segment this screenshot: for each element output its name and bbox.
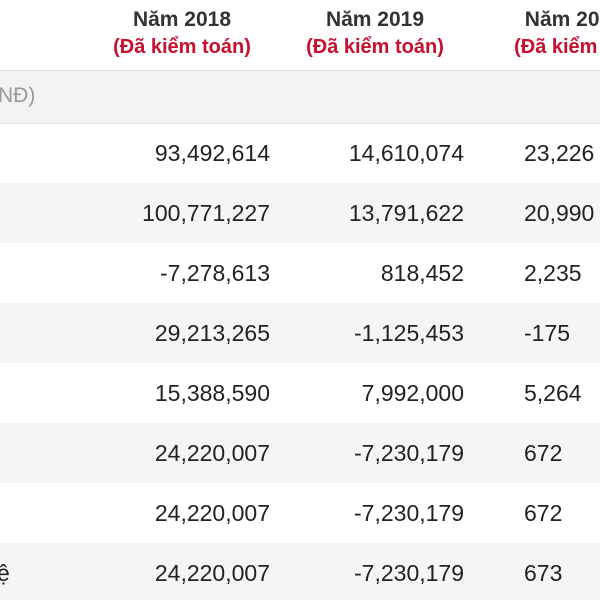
value-2018: 15,388,590 xyxy=(154,380,270,406)
column-audit-status: (Đã kiểm to xyxy=(514,36,600,58)
value-2018: -7,278,613 xyxy=(160,260,270,286)
value-2020: -175 xyxy=(524,320,571,346)
value-2018: 24,220,007 xyxy=(154,440,270,466)
table-row: 15,388,590 7,992,000 5,264 xyxy=(0,363,600,423)
column-audit-status: (Đã kiểm toán) xyxy=(113,36,251,58)
table-row: 93,492,614 14,610,074 23,226 xyxy=(0,123,600,183)
column-year: Năm 2018 xyxy=(132,8,232,31)
column-audit-status: (Đã kiểm toán) xyxy=(306,36,444,58)
column-header-2019: Năm 2019 (Đã kiểm toán) xyxy=(285,6,465,60)
column-year: Năm 2019 xyxy=(325,8,425,31)
value-2018: 100,771,227 xyxy=(142,200,270,226)
value-2018: 93,492,614 xyxy=(154,140,270,166)
value-2019: -1,125,453 xyxy=(354,320,464,346)
value-2020: 2,235 xyxy=(524,260,582,286)
unit-label: NĐ) xyxy=(0,84,36,107)
value-2020: 672 xyxy=(524,440,563,466)
value-2020: 673 xyxy=(524,560,563,586)
table-row: 100,771,227 13,791,622 20,990 xyxy=(0,183,600,243)
table-row: ệ 24,220,007 -7,230,179 673 xyxy=(0,543,600,600)
table-row: 24,220,007 -7,230,179 672 xyxy=(0,483,600,543)
table-row: -7,278,613 818,452 2,235 xyxy=(0,243,600,303)
value-2018: 24,220,007 xyxy=(154,500,270,526)
value-2018: 24,220,007 xyxy=(154,560,270,586)
table-header: Năm 2018 (Đã kiểm toán) Năm 2019 (Đã kiể… xyxy=(0,0,600,70)
table-row: 24,220,007 -7,230,179 672 xyxy=(0,423,600,483)
value-2019: 14,610,074 xyxy=(348,140,464,166)
value-2019: -7,230,179 xyxy=(354,560,464,586)
unit-row: NĐ) xyxy=(0,70,600,124)
value-2019: 13,791,622 xyxy=(348,200,464,226)
table-row: 29,213,265 -1,125,453 -175 xyxy=(0,303,600,363)
value-2020: 23,226 xyxy=(524,140,595,166)
value-2019: 818,452 xyxy=(380,260,464,286)
column-year: Năm 202 xyxy=(524,8,600,31)
value-2018: 29,213,265 xyxy=(154,320,270,346)
value-2019: 7,992,000 xyxy=(361,380,464,406)
value-2020: 672 xyxy=(524,500,563,526)
row-label: ệ xyxy=(0,560,10,586)
value-2019: -7,230,179 xyxy=(354,440,464,466)
value-2020: 20,990 xyxy=(524,200,595,226)
value-2020: 5,264 xyxy=(524,380,582,406)
column-header-2018: Năm 2018 (Đã kiểm toán) xyxy=(92,6,272,60)
column-header-2020: Năm 202 (Đã kiểm to xyxy=(478,6,600,60)
value-2019: -7,230,179 xyxy=(354,500,464,526)
